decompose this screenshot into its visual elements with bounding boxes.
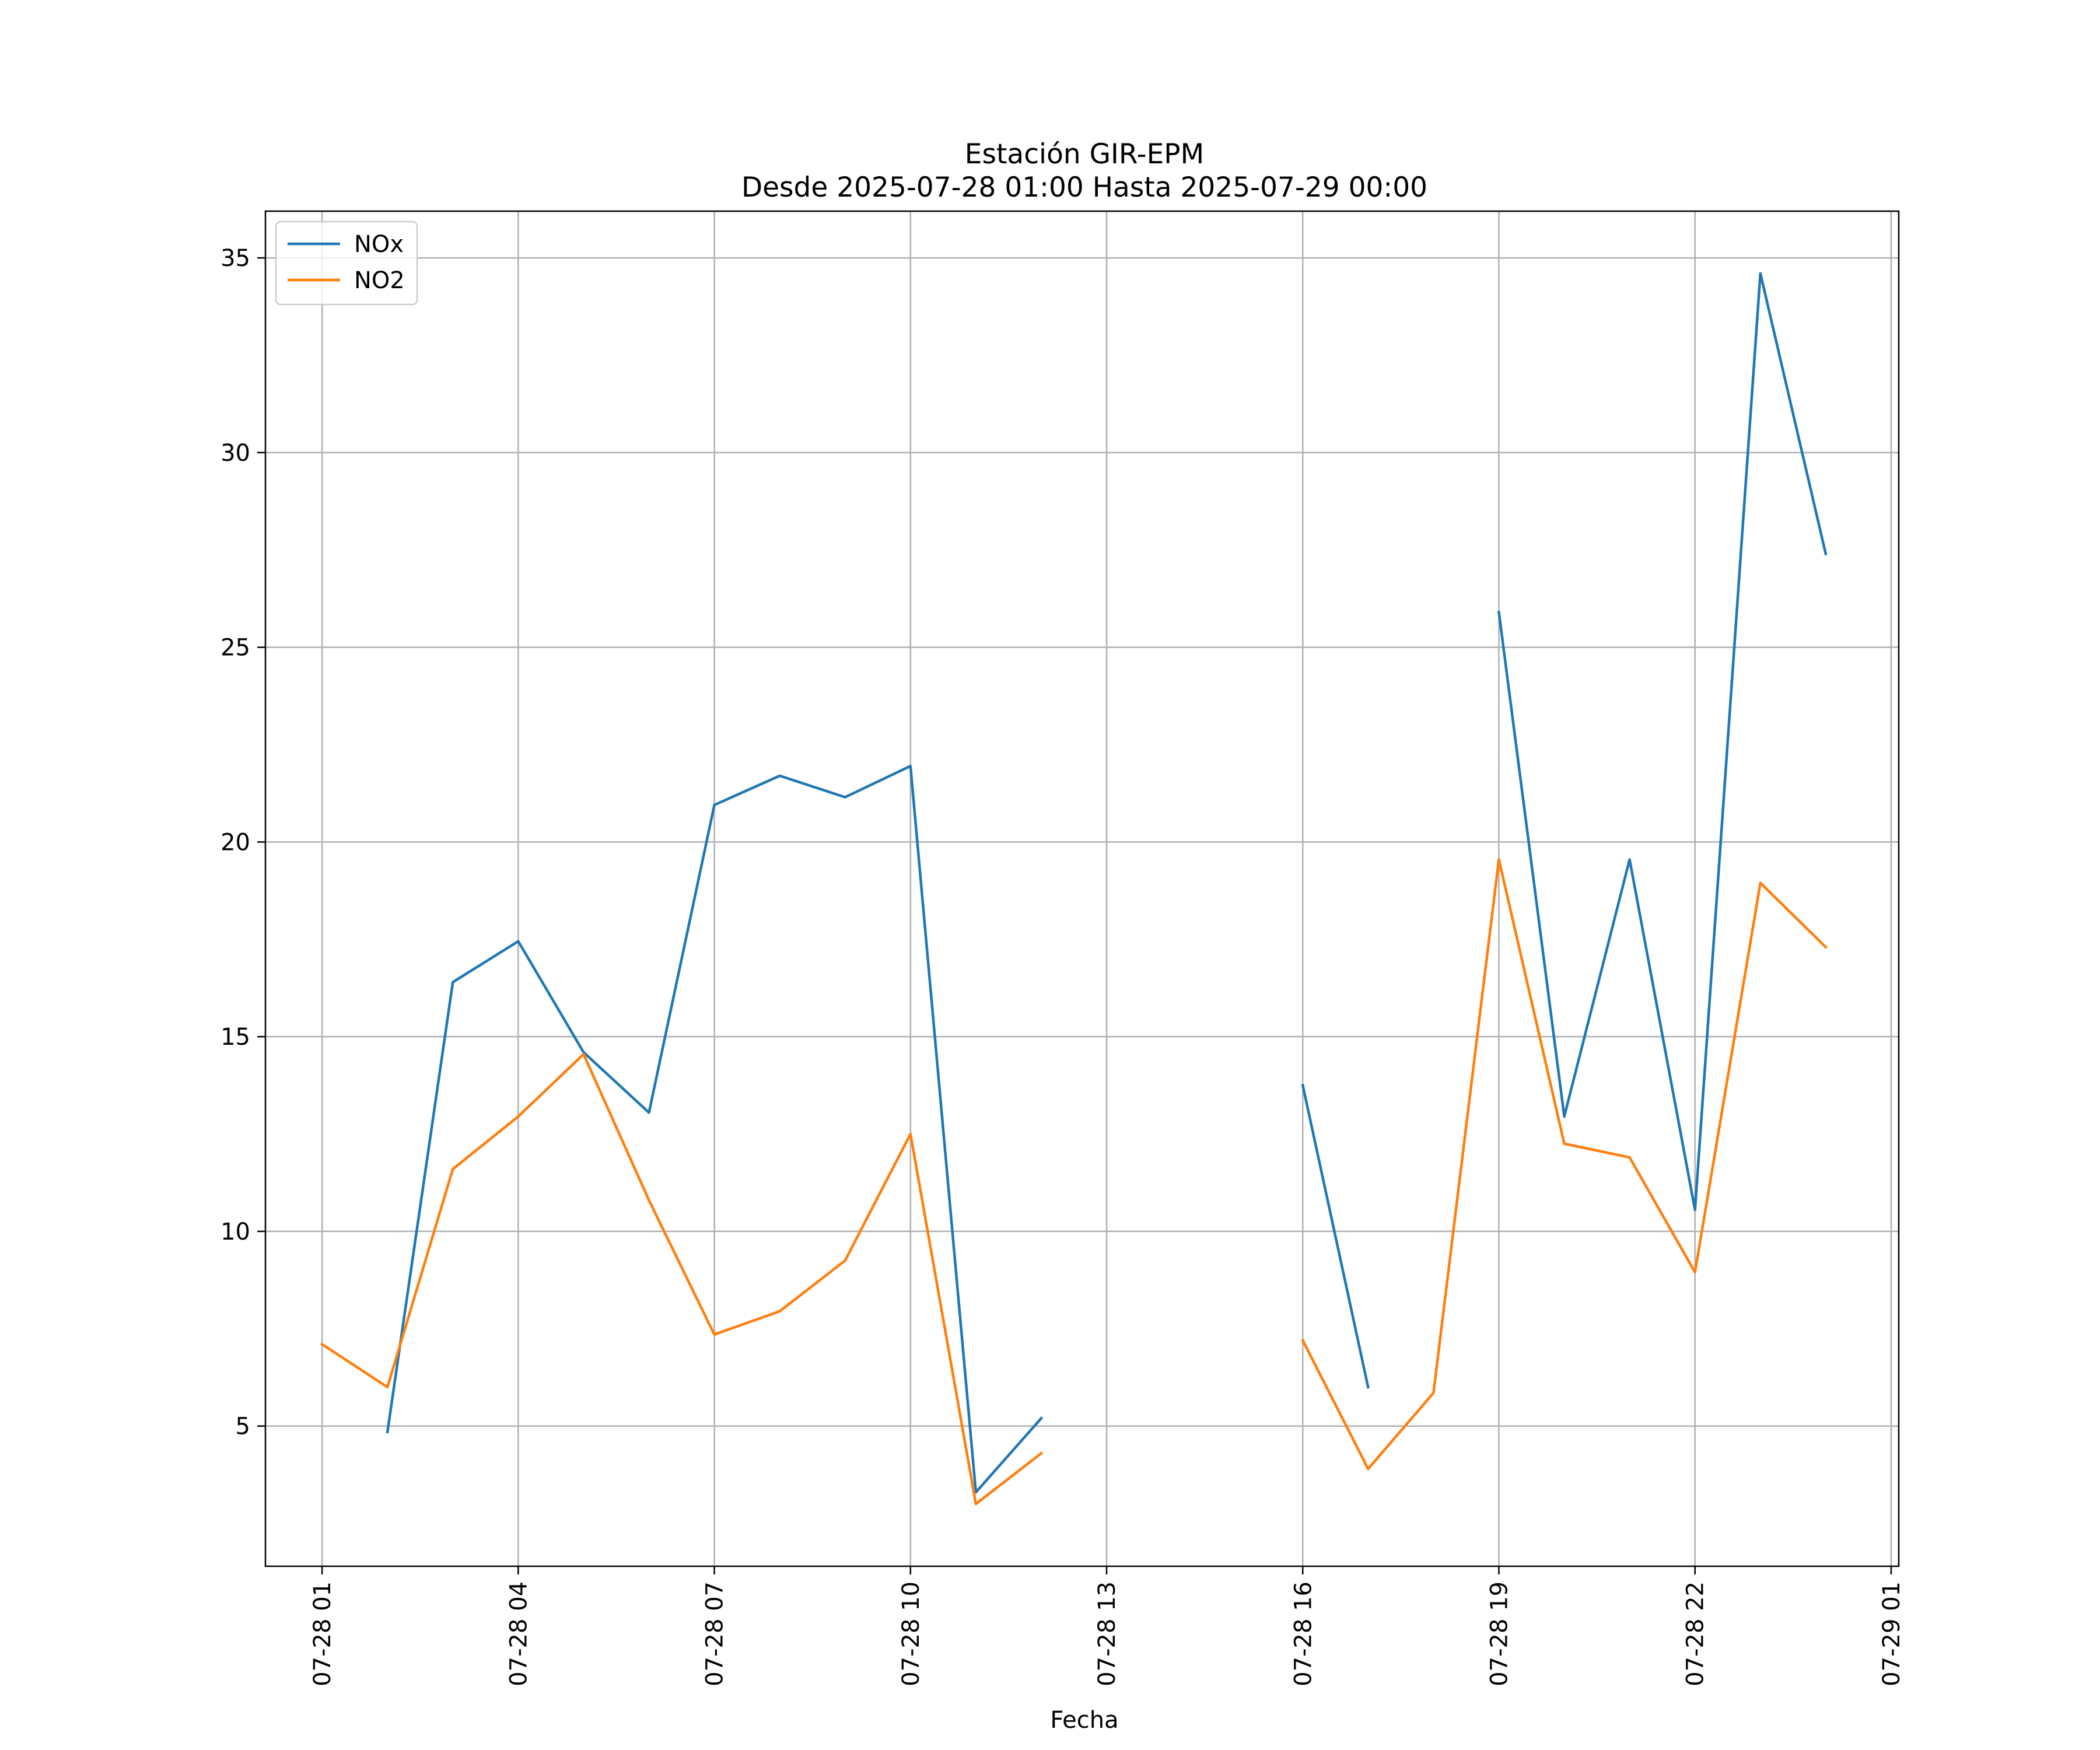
x-tick-label: 07-28 10: [898, 1581, 925, 1686]
chart-title: Estación GIR-EPM: [965, 138, 1204, 170]
y-tick-label: 15: [220, 1024, 250, 1051]
chart-subtitle: Desde 2025-07-28 01:00 Hasta 2025-07-29 …: [741, 172, 1427, 204]
y-axis-ticks: 5 10 15 20 25 30 35: [220, 245, 265, 1440]
x-tick-label: 07-28 04: [505, 1581, 532, 1686]
y-tick-label: 20: [220, 829, 250, 856]
x-axis-label: Fecha: [1050, 1707, 1118, 1734]
series-line-nox: [386, 272, 1828, 1494]
x-tick-label: 07-28 01: [309, 1581, 336, 1686]
x-tick-label: 07-28 07: [702, 1581, 729, 1686]
y-tick-label: 30: [220, 440, 250, 467]
y-tick-label: 35: [220, 245, 250, 272]
legend-label-nox: NOx: [354, 231, 404, 258]
series-line-no2: [320, 858, 1828, 1506]
grid-lines: [265, 211, 1899, 1566]
x-axis-ticks: 07-28 01 07-28 04 07-28 07 07-28 10 07-28 13…: [309, 1566, 1905, 1686]
legend: NOx NO2: [275, 220, 418, 306]
y-tick-label: 5: [236, 1413, 250, 1440]
series-lines: [320, 272, 1828, 1506]
y-tick-label: 10: [220, 1219, 250, 1245]
y-tick-label: 25: [220, 635, 250, 662]
legend-box: [275, 220, 418, 306]
x-tick-label: 07-28 19: [1486, 1581, 1513, 1686]
x-tick-label: 07-28 16: [1290, 1581, 1317, 1686]
x-tick-label: 07-28 22: [1682, 1581, 1709, 1686]
legend-label-no2: NO2: [354, 267, 405, 294]
plot-frame: [264, 210, 1900, 1567]
x-tick-label: 07-29 01: [1878, 1581, 1905, 1686]
x-tick-label: 07-28 13: [1094, 1581, 1121, 1686]
